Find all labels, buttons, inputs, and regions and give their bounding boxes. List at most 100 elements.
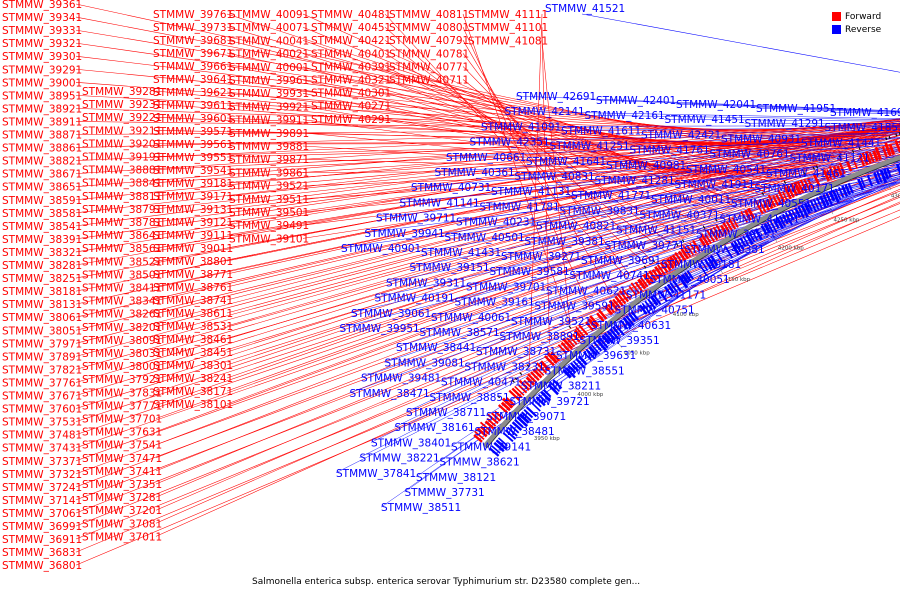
reverse-gene-label: STMMW_38401 [371,437,451,449]
reverse-gene-label: STMMW_38211 [521,381,601,393]
forward-feature [688,242,697,254]
forward-feature [561,337,574,350]
forward-gene-label: STMMW_39001 [2,77,82,89]
forward-feature [642,273,652,286]
forward-leader [384,53,685,239]
forward-gene-label: STMMW_39171 [153,191,233,203]
forward-leader [155,140,900,380]
reverse-gene-label: STMMW_40381 [685,244,765,256]
reverse-leader [514,147,900,177]
reverse-gene-label: STMMW_39481 [361,373,441,385]
forward-gene-label: STMMW_39641 [153,74,233,86]
forward-gene-label: STMMW_40781 [389,48,469,60]
reverse-feature [745,233,754,246]
reverse-gene-label: STMMW_39771 [605,240,685,252]
reverse-gene-label: STMMW_42041 [676,99,756,111]
forward-feature [766,198,774,210]
kbp-tick [829,207,834,215]
forward-feature [532,368,543,379]
forward-feature [637,278,647,290]
forward-gene-label: STMMW_39601 [153,113,233,125]
forward-gene-label: STMMW_39211 [82,125,162,137]
forward-leader [462,66,652,261]
kbp-tick [526,429,532,435]
forward-gene-label: STMMW_38561 [82,243,162,255]
reverse-gene-label: STMMW_41141 [400,197,480,209]
forward-gene-label: STMMW_40291 [311,114,391,126]
forward-feature [501,397,514,409]
kbp-tick-label: 3950 kbp [534,436,560,442]
forward-gene-label: STMMW_37761 [2,377,82,389]
forward-feature [793,181,802,195]
tick-mark-feature [783,180,787,184]
tick-mark-feature [812,166,816,171]
reverse-feature [625,315,635,327]
forward-leader [75,145,900,396]
reverse-feature [841,185,849,197]
reverse-gene-label: STMMW_42421 [641,129,721,141]
reverse-feature [775,216,784,230]
forward-feature [557,344,568,355]
forward-feature [539,360,551,372]
forward-leader [302,26,742,204]
forward-leader [302,164,818,200]
reverse-gene-label: STMMW_40471 [441,377,521,389]
forward-gene-label: STMMW_38301 [153,360,233,372]
forward-gene-label: STMMW_40421 [311,35,391,47]
forward-leader [302,156,836,239]
reverse-feature [800,204,809,218]
forward-feature [618,289,630,303]
reverse-gene-label: STMMW_40731 [411,182,491,194]
forward-feature [822,169,831,182]
forward-leader [226,26,779,185]
forward-feature [799,179,808,192]
forward-gene-label: STMMW_37891 [2,351,82,363]
reverse-feature [754,228,763,241]
reverse-gene-label: STMMW_39951 [340,323,420,335]
reverse-gene-label: STMMW_41771 [571,190,651,202]
forward-feature [864,151,872,164]
forward-feature [514,385,525,396]
reverse-feature [797,205,805,219]
reverse-feature [794,207,802,219]
legend-forward-label: Forward [845,11,882,22]
forward-gene-label: STMMW_37481 [2,430,82,442]
forward-feature [743,209,752,221]
reverse-leader [445,138,900,158]
reverse-feature [502,431,514,443]
tick-mark-feature [851,149,855,154]
forward-feature [746,207,756,220]
reverse-leader [829,111,900,115]
forward-feature [645,272,655,284]
reverse-leader [499,199,854,337]
reverse-gene-label: STMMW_38551 [545,365,625,377]
forward-feature [894,139,900,153]
forward-gene-label: STMMW_39111 [153,230,233,242]
tick-mark-feature [858,147,861,151]
reverse-gene-label: STMMW_39071 [486,411,566,423]
forward-gene-label: STMMW_39861 [229,167,309,179]
reverse-feature [619,319,629,330]
reverse-gene-label: STMMW_38511 [381,502,461,514]
forward-gene-label: STMMW_39221 [82,112,162,124]
forward-leader [226,124,900,249]
reverse-gene-label: STMMW_41291 [745,118,825,130]
tick-mark-feature [675,243,679,247]
forward-gene-label: STMMW_38001 [82,361,162,373]
reverse-gene-label: STMMW_39711 [376,213,456,225]
forward-gene-label: STMMW_37671 [2,391,82,403]
reverse-gene-label: STMMW_38121 [416,472,496,484]
reverse-feature [806,201,814,212]
forward-gene-label: STMMW_40401 [311,48,391,60]
forward-feature [630,282,640,294]
forward-gene-label: STMMW_40321 [311,75,391,87]
forward-feature [781,191,789,202]
forward-feature [656,264,666,276]
kbp-tick-label: 4300 kbp [891,193,900,199]
tick-mark-feature [885,136,888,141]
forward-feature [589,315,600,327]
reverse-gene-label: STMMW_41461 [766,168,846,180]
forward-feature [573,329,584,341]
forward-gene-label: STMMW_37771 [82,400,162,412]
forward-leader [384,79,724,215]
